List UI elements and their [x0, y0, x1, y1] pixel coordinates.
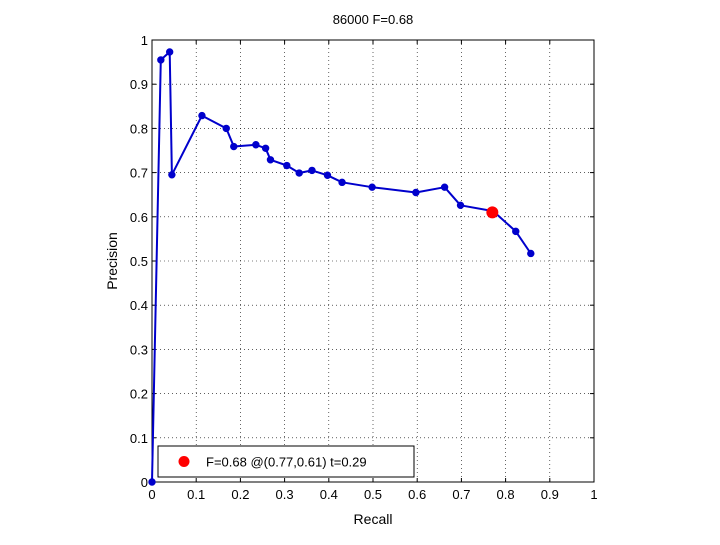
x-tick-label: 0.9: [541, 487, 559, 502]
legend: F=0.68 @(0.77,0.61) t=0.29: [157, 445, 415, 478]
data-point: [222, 124, 230, 133]
y-tick-label: 0.3: [130, 342, 148, 357]
ticks: 0 0.1 0.2 0.3 0.4 0.5 0.6 0.7 0.8 0.9 1 0 0.1 0.2 0.3 0…: [130, 33, 598, 502]
x-tick-label: 0.4: [320, 487, 338, 502]
x-tick-label: 0.2: [231, 487, 249, 502]
y-tick-label: 0.1: [130, 431, 148, 446]
data-point: [148, 478, 156, 486]
y-tick-label: 0.9: [130, 77, 148, 92]
series-line: [151, 50, 532, 483]
chart-title: 86000 F=0.68: [333, 12, 414, 27]
x-tick-label: 0.7: [452, 487, 470, 502]
x-axis-label: Recall: [354, 511, 393, 527]
legend-marker: [178, 456, 190, 467]
y-tick-label: 0.2: [130, 387, 148, 402]
data-point: [527, 249, 535, 258]
data-point: [198, 111, 206, 120]
legend-label: F=0.68 @(0.77,0.61) t=0.29: [206, 455, 367, 470]
y-tick-label: 0.5: [130, 254, 148, 269]
data-point: [261, 144, 270, 152]
x-tick-label: 0.3: [276, 487, 294, 502]
y-tick-label: 0.8: [130, 121, 148, 136]
x-tick-label: 0.6: [408, 487, 426, 502]
data-point: [456, 201, 465, 210]
y-tick-label: 1: [141, 33, 148, 48]
y-tick-label: 0.6: [130, 210, 148, 225]
x-tick-label: 0.8: [497, 487, 515, 502]
data-point: [266, 156, 275, 164]
y-tick-label: 0.4: [130, 298, 148, 313]
data-point: [308, 166, 316, 175]
data-point: [368, 183, 376, 191]
y-tick-label: 0: [141, 475, 148, 490]
x-tick-label: 1: [590, 487, 597, 502]
data-point: [165, 48, 174, 56]
data-point: [412, 188, 420, 197]
data-point: [252, 141, 260, 149]
x-tick-label: 0: [148, 487, 155, 502]
data-point: [295, 169, 303, 177]
legend-box: [157, 445, 415, 478]
data-point: [168, 171, 176, 179]
data-point: [440, 183, 449, 191]
y-axis-label: Precision: [104, 232, 120, 290]
series-group: [148, 48, 535, 486]
x-tick-label: 0.1: [187, 487, 205, 502]
highlight-group: [486, 206, 499, 219]
x-tick-label: 0.5: [364, 487, 382, 502]
data-point: [230, 142, 238, 151]
data-point: [157, 56, 165, 64]
data-point: [338, 178, 346, 187]
grid: [152, 40, 594, 482]
data-point: [512, 227, 520, 236]
y-tick-label: 0.7: [130, 166, 148, 181]
data-point: [323, 171, 332, 179]
highlight-point: [486, 206, 499, 219]
data-point: [283, 161, 291, 170]
